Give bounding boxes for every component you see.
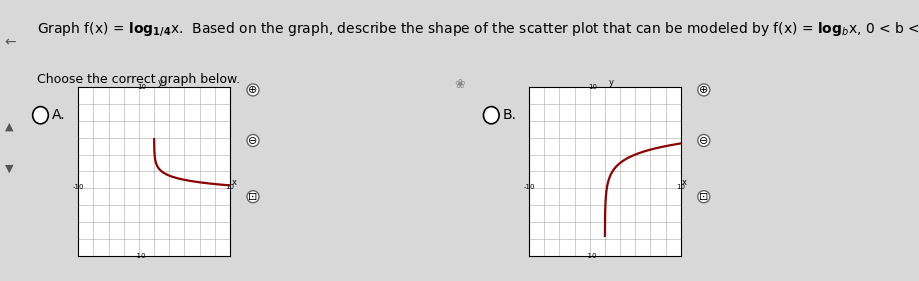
Text: ←: ← [5, 35, 17, 49]
Text: ▲: ▲ [5, 121, 13, 132]
Text: ❀: ❀ [454, 78, 465, 91]
Text: Graph f(x) = $\bf{log}$$_{\bf{1/4}}$x.  Based on the graph, describe the shape o: Graph f(x) = $\bf{log}$$_{\bf{1/4}}$x. B… [37, 20, 919, 38]
Text: ⊕: ⊕ [698, 85, 708, 95]
Text: 10: 10 [587, 84, 596, 90]
Text: x: x [231, 178, 236, 187]
Text: x: x [681, 178, 686, 187]
Text: ▼: ▼ [5, 164, 13, 174]
Text: -10: -10 [523, 184, 534, 190]
Text: 10: 10 [137, 84, 146, 90]
Circle shape [246, 84, 259, 96]
Circle shape [697, 84, 709, 96]
Text: 10: 10 [675, 184, 685, 190]
Text: ⊡: ⊡ [698, 192, 708, 202]
Circle shape [697, 135, 709, 146]
Circle shape [246, 191, 259, 203]
Circle shape [33, 106, 49, 124]
Circle shape [483, 106, 499, 124]
Circle shape [697, 191, 709, 203]
Text: -10: -10 [585, 253, 596, 259]
Text: A.: A. [51, 108, 65, 122]
Text: ⊖: ⊖ [698, 135, 708, 146]
Text: -10: -10 [135, 253, 146, 259]
Text: -10: -10 [73, 184, 84, 190]
Text: ⊖: ⊖ [248, 135, 257, 146]
Text: ⊡: ⊡ [248, 192, 257, 202]
Text: y: y [608, 78, 613, 87]
Text: B.: B. [502, 108, 516, 122]
Text: 10: 10 [225, 184, 234, 190]
Text: Choose the correct graph below.: Choose the correct graph below. [37, 73, 240, 86]
Circle shape [246, 135, 259, 146]
Text: y: y [158, 78, 163, 87]
Text: ⊕: ⊕ [248, 85, 257, 95]
